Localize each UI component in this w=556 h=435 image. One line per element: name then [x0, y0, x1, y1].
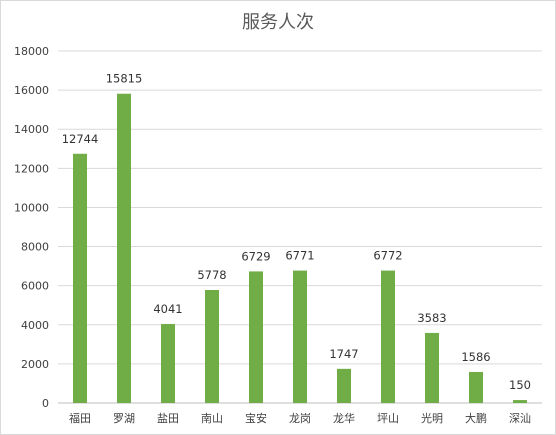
y-tick-label: 6000 [21, 280, 49, 293]
data-label: 15815 [106, 72, 143, 86]
bar[interactable] [293, 270, 307, 403]
bar[interactable] [117, 93, 131, 404]
bar[interactable] [73, 153, 87, 403]
x-tick-label: 宝安 [245, 411, 267, 425]
y-tick-label: 16000 [14, 84, 49, 97]
bar[interactable] [161, 323, 175, 403]
y-tick-label: 10000 [14, 201, 49, 214]
bar[interactable] [337, 368, 351, 403]
bar[interactable] [425, 332, 439, 403]
y-tick-label: 0 [42, 397, 49, 410]
x-tick-label: 福田 [69, 411, 91, 425]
bar[interactable] [381, 270, 395, 403]
y-tick-label: 8000 [21, 241, 49, 254]
chart-title: 服务人次 [242, 12, 314, 33]
x-tick-label: 南山 [201, 412, 223, 425]
data-label: 3583 [417, 311, 446, 325]
y-tick-label: 12000 [14, 162, 49, 175]
x-tick-label: 深汕 [509, 412, 531, 425]
y-tick-label: 4000 [21, 319, 49, 332]
bar[interactable] [205, 290, 219, 403]
data-label: 1586 [461, 350, 490, 364]
bar[interactable] [513, 400, 527, 403]
data-label: 6771 [285, 249, 314, 263]
data-label: 150 [509, 378, 531, 392]
data-label: 6772 [373, 249, 402, 263]
data-label: 1747 [329, 347, 358, 361]
bar[interactable] [249, 271, 263, 403]
data-label: 6729 [241, 249, 270, 263]
y-tick-label: 18000 [14, 45, 49, 58]
x-tick-label: 龙华 [333, 411, 355, 425]
y-tick-label: 14000 [14, 123, 49, 136]
data-label: 4041 [153, 302, 182, 316]
x-tick-label: 龙岗 [289, 412, 311, 425]
x-tick-label: 大鹏 [465, 411, 487, 425]
x-tick-label: 坪山 [377, 412, 399, 425]
data-label: 12744 [62, 132, 99, 146]
x-tick-label: 光明 [421, 411, 443, 425]
bar[interactable] [469, 371, 483, 403]
y-tick-label: 2000 [21, 358, 49, 371]
data-label: 5778 [197, 268, 226, 282]
x-tick-label: 罗湖 [113, 412, 135, 425]
x-tick-label: 盐田 [157, 412, 179, 425]
